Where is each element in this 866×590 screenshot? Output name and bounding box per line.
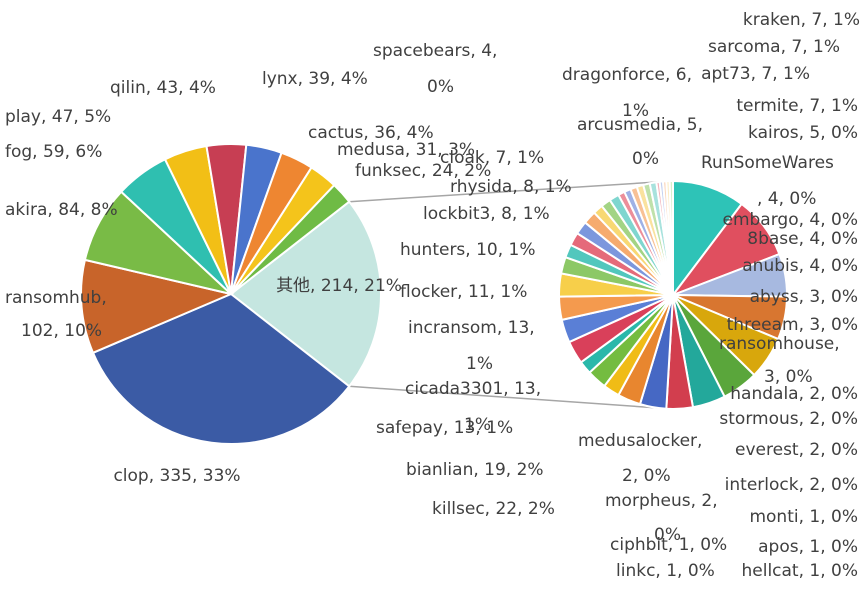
secondary-label-incransom-4: incransom, 13, 1% — [408, 318, 535, 374]
secondary-label-anubis-21: anubis, 4, 0% — [742, 256, 858, 276]
secondary-label-kraken-13: kraken, 7, 1% — [743, 10, 860, 30]
secondary-label-flocker-5: flocker, 11, 1% — [400, 282, 527, 302]
secondary-label-hunters-6: hunters, 10, 1% — [400, 240, 536, 260]
secondary-label-monti-31: monti, 1, 0% — [749, 507, 858, 527]
secondary-label-medusalocker-29: medusalocker, 2, 0% — [578, 431, 702, 486]
secondary-label-apos-32: apos, 1, 0% — [758, 537, 858, 557]
secondary-label-runsomewares-18: RunSomeWares, 4, 0% — [701, 153, 834, 209]
secondary-label-ransomhouse-24: ransomhouse, 3, 0% — [719, 334, 840, 387]
connector-lines — [349, 180, 674, 410]
slice-killsec-0 — [672, 179, 744, 298]
main-label-qilin-6: qilin, 43, 4% — [110, 78, 216, 98]
slice-ransomhub-2 — [80, 258, 235, 355]
data-labels: 其他, 214, 21% clop, 335, 33% ransomhub, 102,… — [5, 10, 860, 581]
main-label-cactus-8: cactus, 36, 4% — [308, 123, 434, 143]
secondary-label-lockbit3-7: lockbit3, 8, 1% — [423, 204, 550, 224]
secondary-label-sarcoma-14: sarcoma, 7, 1% — [708, 37, 840, 57]
secondary-label-kairos-17: kairos, 5, 0% — [748, 123, 858, 143]
main-label-other-0: 其他, 214, 21% — [276, 276, 402, 296]
secondary-label-rhysida-8: rhysida, 8, 1% — [450, 177, 572, 197]
secondary-label-8base-20: 8base, 4, 0% — [747, 229, 858, 249]
main-label-funksec-10: funksec, 24, 2% — [355, 161, 491, 181]
secondary-label-abyss-22: abyss, 3, 0% — [750, 287, 858, 307]
main-label-ransomhub-2: ransomhub, 102, 10% — [5, 288, 107, 341]
main-pie — [80, 143, 382, 445]
connector-top — [349, 180, 674, 203]
secondary-label-interlock-28: interlock, 2, 0% — [725, 475, 858, 495]
secondary-label-dragonforce-11: dragonforce, 6, 1% — [562, 65, 692, 121]
main-label-lynx-7: lynx, 39, 4% — [262, 69, 368, 89]
secondary-label-killsec-0: killsec, 22, 2% — [432, 499, 555, 519]
secondary-label-spacebears-12: spacebears, 4, 0% — [373, 41, 497, 97]
secondary-label-safepay-2: safepay, 13, 1% — [376, 418, 513, 438]
slice-funksec-10 — [230, 183, 351, 295]
secondary-label-embargo-19: embargo, 4, 0% — [722, 210, 858, 230]
secondary-label-threeam-23: threeam, 3, 0% — [727, 315, 858, 335]
secondary-label-termite-16: termite, 7, 1% — [736, 96, 858, 116]
secondary-label-hellcat-33: hellcat, 1, 0% — [741, 561, 858, 581]
main-label-clop-1: clop, 335, 33% — [113, 466, 240, 486]
secondary-label-everest-27: everest, 2, 0% — [735, 440, 858, 460]
slice-linkc-35 — [668, 179, 674, 296]
secondary-label-linkc-35: linkc, 1, 0% — [616, 561, 715, 581]
secondary-label-cloak-9: cloak, 7, 1% — [440, 148, 544, 168]
secondary-label-apt73-15: apt73, 7, 1% — [701, 64, 810, 84]
secondary-pie — [557, 179, 789, 410]
secondary-label-handala-25: handala, 2, 0% — [730, 384, 858, 404]
secondary-label-bianlian-1: bianlian, 19, 2% — [406, 460, 544, 480]
main-label-akira-3: akira, 84, 8% — [5, 200, 118, 220]
secondary-label-arcusmedia-10: arcusmedia, 5, 0% — [577, 115, 703, 169]
main-label-medusa-9: medusa, 31, 3% — [337, 140, 475, 160]
slice-other-0 — [229, 200, 382, 388]
secondary-label-ciphbit-34: ciphbit, 1, 0% — [610, 535, 727, 555]
secondary-label-cicada3301-3: cicada3301, 13, 1% — [405, 379, 541, 435]
secondary-label-stormous-26: stormous, 2, 0% — [719, 409, 858, 429]
slice-clop-1 — [91, 292, 351, 445]
main-label-play-5: play, 47, 5% — [5, 107, 111, 127]
secondary-label-morpheus-30: morpheus, 2, 0% — [605, 491, 718, 545]
main-label-fog-4: fog, 59, 6% — [5, 142, 102, 162]
connector-bottom — [349, 385, 674, 410]
